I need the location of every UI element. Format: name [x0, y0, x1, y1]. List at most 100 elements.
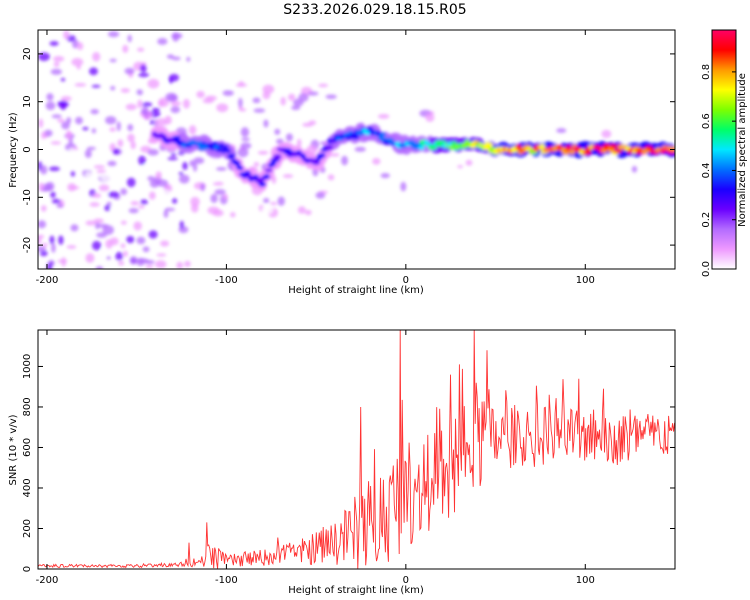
spectrogram-ridge-core [539, 144, 546, 150]
spectrogram-ridge-core [451, 141, 457, 146]
colorbar-tick-label: 0.6 [701, 113, 712, 129]
spectrogram-noise-blob [129, 256, 138, 265]
spectrogram-noise-blob [172, 198, 178, 204]
spectrogram-noise-blob [171, 32, 183, 39]
spectrogram-noise-blob [96, 169, 107, 174]
spectrogram-ridge-core [379, 132, 387, 137]
spectrogram-ridge-core [220, 148, 227, 154]
spectrogram-noise-blob [167, 157, 178, 161]
spectrogram-ytick-label: -10 [22, 189, 33, 205]
spectrogram-noise-blob [304, 209, 312, 216]
spectrogram-ridge-core [273, 153, 282, 160]
spectrogram-noise-blob [44, 129, 53, 137]
spectrogram-noise-blob [288, 93, 296, 101]
spectrogram-noise-blob [262, 91, 271, 100]
spectrogram-noise-blob [50, 191, 56, 198]
colorbar-tick-label: 0.0 [701, 261, 712, 277]
spectrogram-noise-blob [51, 114, 62, 119]
spectrogram-noise-blob [85, 171, 93, 178]
spectrogram-ridge-core [270, 160, 277, 167]
spectrogram-noise-blob [60, 77, 66, 82]
spectrogram-noise-blob [93, 165, 106, 169]
spectrogram-noise-blob [109, 58, 117, 63]
spectrogram-noise-blob [126, 177, 136, 188]
spectrogram-noise-blob [160, 240, 170, 247]
spectrogram-noise-blob [238, 108, 247, 112]
spectrogram-noise-blob [66, 130, 72, 140]
spectrogram-noise-blob [186, 56, 191, 62]
spectrogram-ridge-core [670, 146, 675, 152]
snr-ytick-label: 0 [22, 566, 33, 572]
spectrogram-noise-blob [40, 165, 48, 175]
spectrogram-noise-blob [296, 138, 302, 147]
spectrogram-noise-blob [148, 230, 158, 239]
spectrogram-noise-blob [92, 51, 101, 62]
spectrogram-noise-blob [117, 139, 124, 148]
spectrogram-noise-blob [50, 68, 63, 75]
spectrogram-noise-blob [109, 204, 121, 209]
spectrogram-noise-blob [147, 149, 159, 156]
spectrogram-noise-blob [61, 121, 70, 130]
snr-series-line [38, 330, 675, 569]
spectrogram-noise-blob [164, 207, 176, 212]
spectrogram-noise-blob [166, 54, 175, 59]
spectrogram-noise-blob [67, 183, 77, 192]
spectrogram-noise-blob [240, 127, 250, 138]
spectrogram-noise-blob [148, 191, 156, 200]
spectrogram-ytick-label: 10 [22, 95, 33, 108]
spectrogram-noise-blob [38, 220, 47, 229]
spectrogram-noise-blob [171, 56, 181, 61]
spectrogram-noise-blob [77, 42, 84, 51]
spectrogram-noise-blob [42, 243, 48, 247]
spectrogram-noise-blob [253, 108, 266, 113]
spectrogram-noise-blob [182, 161, 188, 171]
spectrogram-plot-area [38, 30, 675, 269]
snr-ytick-label: 200 [22, 519, 33, 538]
spectrogram-noise-blob [156, 253, 167, 257]
spectrogram-noise-blob [53, 56, 65, 62]
spectrogram-noise-blob [556, 128, 567, 134]
spectrogram-noise-blob [210, 193, 218, 203]
spectrogram-ridge-core [263, 173, 271, 180]
spectrogram-ytick-label: -20 [22, 237, 33, 253]
spectrogram-noise-blob [46, 262, 53, 269]
spectrogram-noise-blob [74, 83, 87, 87]
spectrogram-noise-blob [372, 158, 381, 165]
spectrogram-noise-blob [297, 206, 306, 214]
spectrogram-noise-blob [341, 155, 348, 166]
spectrogram-noise-blob [91, 84, 101, 88]
spectrogram-noise-blob [63, 30, 70, 40]
spectrogram-ridge-core [222, 145, 229, 149]
spectrogram-noise-blob [130, 201, 140, 206]
spectrogram-noise-blob [39, 250, 48, 257]
spectrogram-noise-blob [116, 121, 121, 132]
spectrogram-noise-blob [66, 245, 77, 249]
spectrogram-noise-blob [280, 96, 286, 106]
spectrogram-noise-blob [128, 207, 139, 214]
spectrogram-noise-blob [141, 102, 153, 107]
spectrogram-noise-blob [319, 132, 324, 137]
spectrogram-xtick-label: 0 [403, 275, 409, 286]
spectrogram-noise-blob [130, 141, 136, 150]
spectrogram-noise-blob [400, 181, 407, 192]
colorbar-ticks: 0.0 0.2 0.4 0.6 0.8 [701, 64, 736, 277]
spectrogram-noise-blob [127, 34, 132, 43]
spectrogram-noise-blob [49, 41, 59, 46]
spectrogram-noise-blob [123, 250, 128, 257]
spectrogram-noise-blob [205, 95, 217, 101]
spectrogram-noise-blob [252, 97, 261, 104]
snr-xtick-label: 0 [403, 575, 409, 586]
spectrogram-noise-blob [178, 171, 184, 176]
snr-xtick-label: -200 [36, 575, 59, 586]
spectrogram-ytick-label: 0 [22, 146, 33, 152]
spectrogram-ridge-core [569, 149, 576, 155]
snr-xlabel: Height of straight line (km) [288, 585, 424, 596]
spectrogram-ridge-core [345, 135, 352, 141]
spectrogram-noise-blob [100, 172, 112, 182]
spectrogram-xtick-label: -200 [36, 275, 59, 286]
spectrogram-noise-blob [170, 106, 181, 114]
spectrogram-ridge-core [350, 133, 360, 140]
spectrogram-ridge-core [243, 170, 252, 176]
spectrogram-noise-blob [142, 164, 155, 170]
